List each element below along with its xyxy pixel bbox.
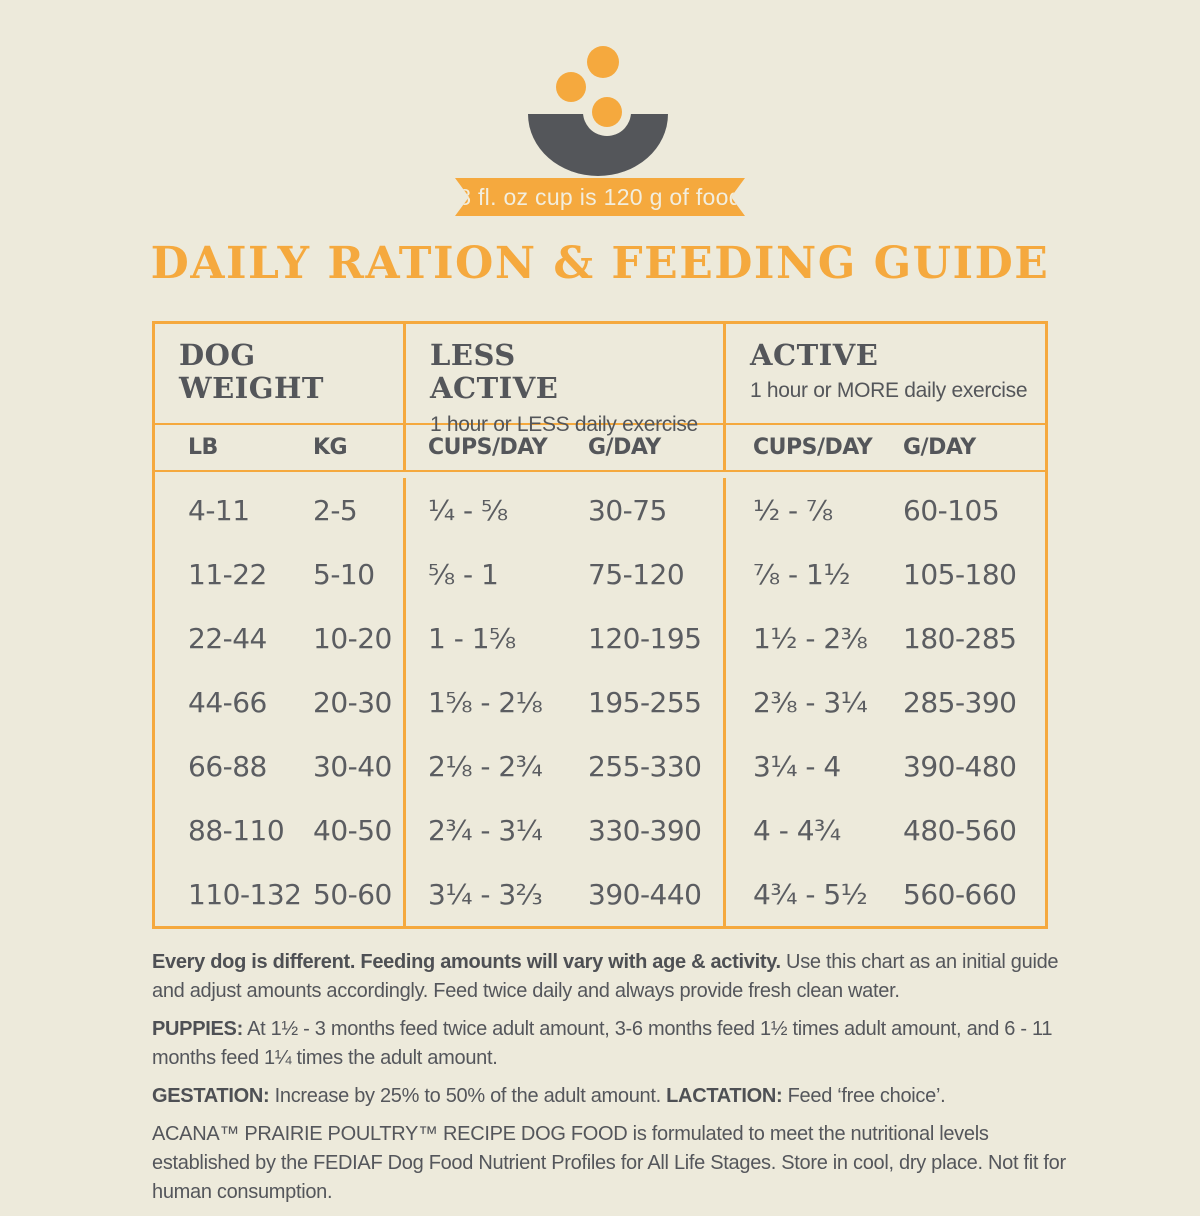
cell-less-active-cups: 3¼ - 3⅔	[428, 877, 543, 911]
table-row: 66-88 30-40 2⅛ - 2¾ 255-330 3¼ - 4 390-4…	[155, 734, 1045, 798]
footnote-formulation: ACANA™ PRAIRIE POULTRY™ RECIPE DOG FOOD …	[152, 1123, 1066, 1203]
footnotes: Every dog is different. Feeding amounts …	[152, 948, 1067, 1216]
subheader-kg: KG	[313, 435, 348, 460]
table-row: 110-132 50-60 3¼ - 3⅔ 390-440 4¾ - 5½ 56…	[155, 862, 1045, 926]
bowl-icon	[0, 0, 1200, 230]
cell-active-cups: 4¾ - 5½	[753, 877, 868, 911]
cell-weight-kg: 50-60	[313, 877, 392, 911]
cell-less-active-cups: 2⅛ - 2¾	[428, 749, 543, 783]
cell-active-cups: ⅞ - 1½	[753, 557, 851, 591]
cell-active-cups: 1½ - 2⅜	[753, 621, 868, 655]
table-subheader-row: LB KG CUPS/DAY G/DAY CUPS/DAY G/DAY	[155, 423, 1045, 472]
cell-less-active-cups: ¼ - ⅝	[428, 493, 508, 527]
subheader-cups-day: CUPS/DAY	[753, 435, 873, 460]
footnote-gestation-label: GESTATION:	[152, 1085, 270, 1107]
cell-active-grams: 285-390	[903, 685, 1017, 719]
cell-weight-kg: 10-20	[313, 621, 392, 655]
cell-less-active-cups: 1⅝ - 2⅛	[428, 685, 543, 719]
header-less-active: LESS ACTIVE 1 hour or LESS daily exercis…	[403, 324, 723, 437]
cell-less-active-cups: ⅝ - 1	[428, 557, 499, 591]
cell-weight-lb: 44-66	[188, 685, 267, 719]
cell-less-active-cups: 1 - 1⅝	[428, 621, 516, 655]
table-row: 22-44 10-20 1 - 1⅝ 120-195 1½ - 2⅜ 180-2…	[155, 606, 1045, 670]
cell-active-cups: 3¼ - 4	[753, 749, 841, 783]
header-less-active-subtitle: 1 hour or LESS daily exercise	[430, 412, 698, 436]
subheader-active-units: CUPS/DAY G/DAY	[723, 425, 1045, 470]
table-row: 4-11 2-5 ¼ - ⅝ 30-75 ½ - ⅞ 60-105	[155, 472, 1045, 542]
cell-weight-kg: 5-10	[313, 557, 375, 591]
cell-weight-kg: 40-50	[313, 813, 392, 847]
header-active: ACTIVE 1 hour or MORE daily exercise	[723, 324, 1045, 437]
subheader-weight-units: LB KG	[155, 425, 403, 470]
subheader-lb: LB	[188, 435, 218, 460]
cell-less-active-grams: 75-120	[588, 557, 685, 591]
subheader-g-day: G/DAY	[588, 435, 661, 460]
subheader-cups-day: CUPS/DAY	[428, 435, 548, 460]
cell-less-active-cups: 2¾ - 3¼	[428, 813, 543, 847]
subheader-g-day: G/DAY	[903, 435, 976, 460]
cell-weight-lb: 88-110	[188, 813, 285, 847]
cell-active-cups: 4 - 4¾	[753, 813, 841, 847]
cell-less-active-grams: 255-330	[588, 749, 702, 783]
cell-active-grams: 180-285	[903, 621, 1017, 655]
cell-less-active-grams: 195-255	[588, 685, 702, 719]
page-title: DAILY RATION & FEEDING GUIDE	[150, 238, 1050, 289]
cell-active-grams: 390-480	[903, 749, 1017, 783]
cell-active-grams: 480-560	[903, 813, 1017, 847]
cell-active-grams: 105-180	[903, 557, 1017, 591]
table-body: 4-11 2-5 ¼ - ⅝ 30-75 ½ - ⅞ 60-105 11-22 …	[155, 472, 1045, 926]
cell-weight-kg: 2-5	[313, 493, 358, 527]
header-active-title: ACTIVE	[750, 338, 879, 372]
header-dog-weight: DOG WEIGHT	[155, 324, 403, 437]
kibble-dot-icon	[556, 72, 586, 102]
footnote-general-bold: Every dog is different. Feeding amounts …	[152, 951, 781, 973]
footnote-gestation-lactation: GESTATION: Increase by 25% to 50% of the…	[152, 1085, 946, 1107]
cup-size-banner-text: 8 fl. oz cup is 120 g of food	[458, 183, 742, 210]
table-row: 11-22 5-10 ⅝ - 1 75-120 ⅞ - 1½ 105-180	[155, 542, 1045, 606]
cell-weight-lb: 110-132	[188, 877, 302, 911]
table-row: 88-110 40-50 2¾ - 3¼ 330-390 4 - 4¾ 480-…	[155, 798, 1045, 862]
footnote-lactation-label: LACTATION:	[666, 1085, 783, 1107]
header-active-subtitle: 1 hour or MORE daily exercise	[750, 379, 1028, 403]
footnote-puppies-label: PUPPIES:	[152, 1018, 243, 1040]
cup-size-banner: 8 fl. oz cup is 120 g of food	[455, 178, 745, 216]
header-less-active-title: LESS ACTIVE	[430, 338, 559, 406]
cell-less-active-grams: 120-195	[588, 621, 702, 655]
cell-active-cups: 2⅜ - 3¼	[753, 685, 868, 719]
footnote-puppies: PUPPIES: At 1½ - 3 months feed twice adu…	[152, 1018, 1053, 1069]
cell-weight-kg: 20-30	[313, 685, 392, 719]
cell-less-active-grams: 330-390	[588, 813, 702, 847]
cell-weight-lb: 66-88	[188, 749, 267, 783]
cell-weight-kg: 30-40	[313, 749, 392, 783]
cell-active-grams: 60-105	[903, 493, 1000, 527]
table-header-row: DOG WEIGHT LESS ACTIVE 1 hour or LESS da…	[155, 324, 1045, 437]
cell-active-grams: 560-660	[903, 877, 1017, 911]
kibble-dot-icon	[587, 46, 619, 78]
footnote-general: Every dog is different. Feeding amounts …	[152, 951, 1059, 1002]
feeding-table: DOG WEIGHT LESS ACTIVE 1 hour or LESS da…	[152, 321, 1048, 929]
cell-weight-lb: 4-11	[188, 493, 250, 527]
kibble-dot-icon	[592, 97, 622, 127]
cell-weight-lb: 22-44	[188, 621, 267, 655]
cell-less-active-grams: 390-440	[588, 877, 702, 911]
subheader-less-active-units: CUPS/DAY G/DAY	[403, 425, 723, 470]
header-dog-weight-title: DOG WEIGHT	[179, 338, 324, 406]
cell-active-cups: ½ - ⅞	[753, 493, 833, 527]
cell-less-active-grams: 30-75	[588, 493, 667, 527]
cell-weight-lb: 11-22	[188, 557, 267, 591]
table-row: 44-66 20-30 1⅝ - 2⅛ 195-255 2⅜ - 3¼ 285-…	[155, 670, 1045, 734]
